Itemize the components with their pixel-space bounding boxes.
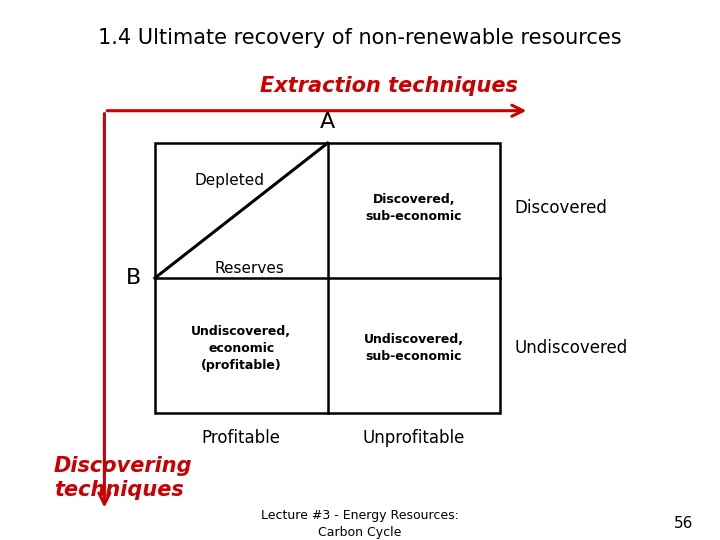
Text: 1.4 Ultimate recovery of non-renewable resources: 1.4 Ultimate recovery of non-renewable r…: [98, 28, 622, 48]
Text: Undiscovered,
sub-economic: Undiscovered, sub-economic: [364, 333, 464, 363]
Text: Discovered: Discovered: [515, 199, 608, 217]
Text: Discovered,
sub-economic: Discovered, sub-economic: [366, 193, 462, 223]
Text: Unprofitable: Unprofitable: [363, 429, 465, 447]
Text: Depleted: Depleted: [194, 173, 264, 188]
Text: Undiscovered,
economic
(profitable): Undiscovered, economic (profitable): [192, 325, 291, 372]
Text: 56: 56: [675, 516, 693, 531]
Bar: [155, 143, 500, 413]
Text: Profitable: Profitable: [202, 429, 281, 447]
Text: B: B: [125, 268, 141, 288]
Text: Lecture #3 - Energy Resources:
Carbon Cycle: Lecture #3 - Energy Resources: Carbon Cy…: [261, 509, 459, 539]
Text: Extraction techniques: Extraction techniques: [260, 76, 518, 97]
Text: Reserves: Reserves: [215, 261, 284, 276]
Text: Undiscovered: Undiscovered: [515, 339, 628, 357]
Text: Discovering
techniques: Discovering techniques: [54, 456, 193, 500]
Text: A: A: [320, 112, 336, 132]
